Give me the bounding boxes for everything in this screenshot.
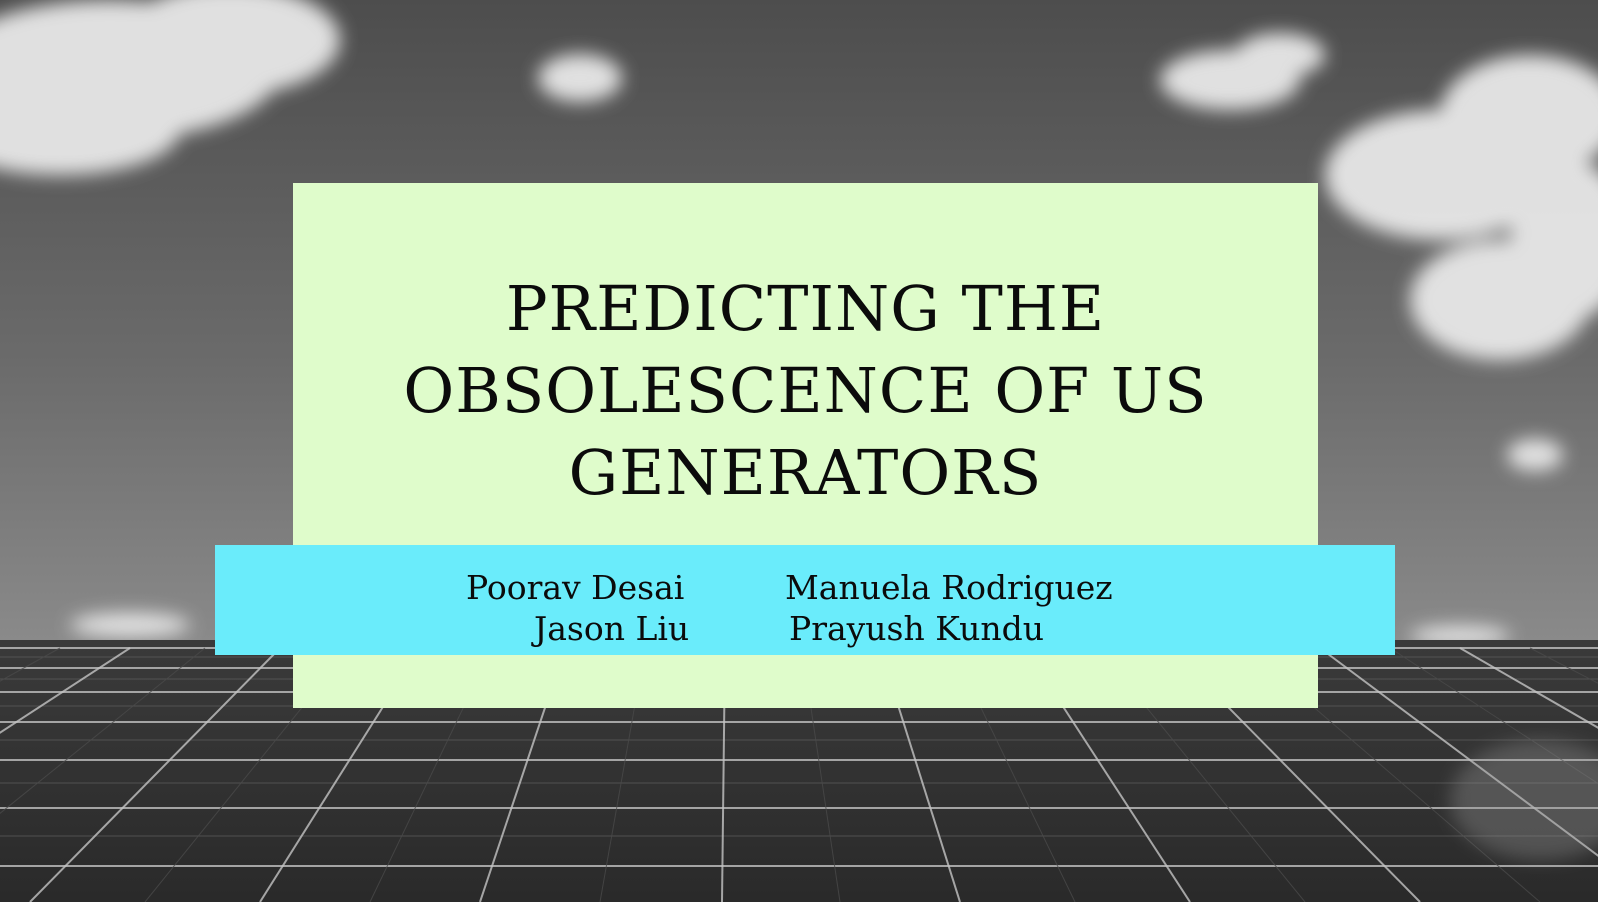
title-line-2: OBSOLESCENCE OF US (403, 354, 1208, 427)
authors-band (215, 545, 1395, 655)
title-line-3: GENERATORS (568, 436, 1043, 509)
author-name: Manuela Rodriguez (785, 568, 1113, 607)
title-line-1: PREDICTING THE (505, 272, 1106, 345)
author-name: Poorav Desai (466, 568, 685, 607)
slide-title: PREDICTING THE OBSOLESCENCE OF US GENERA… (293, 268, 1318, 514)
clouds (0, 0, 1598, 646)
author-name: Prayush Kundu (789, 609, 1045, 648)
author-name: Jason Liu (534, 609, 690, 648)
